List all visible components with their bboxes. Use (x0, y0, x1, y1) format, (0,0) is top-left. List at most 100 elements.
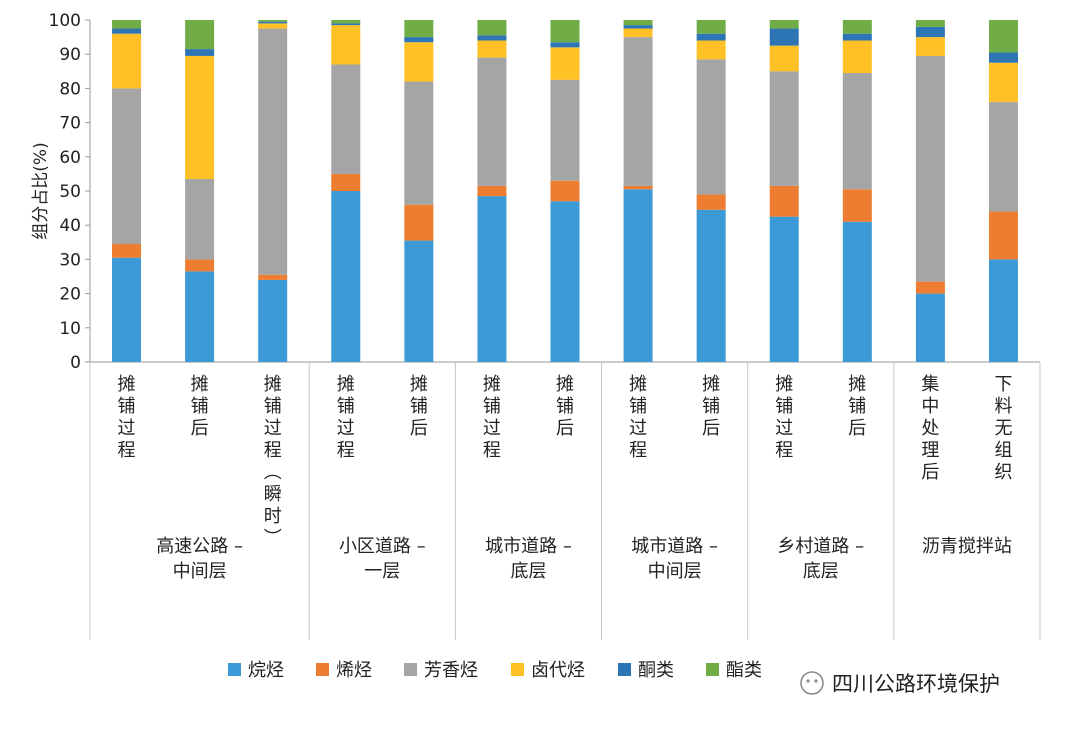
bar-segment-3 (769, 71, 799, 186)
bar-segment-6 (112, 20, 142, 29)
y-tick-label: 70 (59, 114, 81, 134)
legend-label: 卤代烃 (531, 660, 585, 681)
category-label: 摊铺后 (556, 374, 574, 439)
bar-segment-1 (915, 293, 945, 362)
bar-segment-5 (404, 37, 434, 43)
y-tick-label: 100 (49, 11, 81, 31)
bar-segment-5 (477, 35, 507, 41)
bar-segment-6 (696, 20, 726, 34)
bar-segment-6 (477, 20, 507, 36)
y-tick-label: 20 (59, 285, 81, 305)
bar-segment-1 (185, 271, 215, 362)
group-label: 高速公路 – (156, 536, 243, 557)
bar-segment-3 (550, 79, 580, 181)
bar-segment-4 (331, 25, 361, 65)
bar-segment-4 (696, 40, 726, 60)
category-label: 摊铺过程 (775, 374, 793, 461)
bar-segment-3 (258, 28, 288, 275)
bar-segment-6 (842, 20, 872, 34)
y-tick-label: 50 (59, 182, 81, 202)
wechat-logo-eye-icon (806, 679, 810, 683)
wechat-logo-eye-icon (814, 679, 818, 683)
bar-segment-1 (696, 209, 726, 362)
bar-segment-2 (988, 211, 1018, 260)
bar-segment-1 (112, 257, 142, 362)
bar-segment-2 (623, 185, 653, 190)
category-label: 摊铺后 (191, 374, 209, 439)
legend-label: 酯类 (726, 660, 762, 681)
bar-segment-1 (842, 221, 872, 362)
bar-segment-2 (769, 185, 799, 217)
bar-segment-6 (258, 20, 288, 22)
category-label: 摊铺过程 (337, 374, 355, 461)
legend-swatch-4 (511, 663, 524, 676)
bar-segment-4 (404, 42, 434, 82)
category-label: 摊铺过程︵瞬时︶ (264, 374, 282, 549)
bar-segment-1 (258, 279, 288, 362)
bar-segment-2 (842, 189, 872, 222)
bar-segment-2 (112, 244, 142, 258)
y-tick-label: 80 (59, 79, 81, 99)
bar-segment-6 (988, 20, 1018, 53)
legend-swatch-6 (706, 663, 719, 676)
bar-segment-3 (404, 81, 434, 205)
legend-label: 酮类 (638, 660, 674, 681)
legend-swatch-3 (404, 663, 417, 676)
bar-segment-4 (842, 40, 872, 74)
bar-segment-5 (842, 33, 872, 41)
y-tick-label: 10 (59, 319, 81, 339)
bar-segment-3 (112, 88, 142, 245)
bar-segment-5 (623, 25, 653, 29)
bar-segment-4 (915, 37, 945, 56)
group-label: 中间层 (173, 561, 227, 582)
category-label: 集中处理后 (921, 374, 939, 483)
bar-segment-4 (623, 28, 653, 38)
group-label: 中间层 (648, 561, 702, 582)
bar-segment-4 (550, 47, 580, 80)
bar-segment-2 (331, 173, 361, 191)
group-label: 城市道路 – (485, 536, 572, 557)
y-tick-label: 60 (59, 148, 81, 168)
bar-segment-2 (404, 204, 434, 241)
bar-segment-2 (477, 185, 507, 197)
legend-label: 烯烃 (336, 660, 372, 681)
legend-swatch-1 (228, 663, 241, 676)
bar-segment-5 (696, 33, 726, 41)
bar-segment-3 (623, 37, 653, 186)
bar-segment-5 (185, 49, 215, 56)
bar-segment-6 (915, 20, 945, 27)
bar-segment-6 (623, 20, 653, 26)
bar-segment-4 (258, 23, 288, 29)
bar-segment-3 (915, 55, 945, 282)
bar-segment-1 (477, 196, 507, 362)
bar-segment-1 (769, 216, 799, 362)
category-label: 摊铺过程 (483, 374, 501, 461)
bar-segment-4 (988, 62, 1018, 103)
group-label: 小区道路 – (339, 536, 426, 557)
legend-label: 烷烃 (248, 660, 284, 681)
bar-segment-5 (915, 26, 945, 38)
category-label: 摊铺后 (410, 374, 428, 439)
bar-segment-1 (404, 240, 434, 362)
watermark-text: 四川公路环境保护 (832, 672, 1000, 696)
group-label: 乡村道路 – (777, 536, 864, 557)
y-tick-label: 90 (59, 45, 81, 65)
y-tick-label: 30 (59, 250, 81, 270)
category-label: 下料无组织 (994, 374, 1012, 483)
legend-swatch-5 (618, 663, 631, 676)
bar-segment-2 (696, 194, 726, 210)
bar-segment-5 (769, 28, 799, 46)
group-label: 底层 (803, 561, 839, 582)
bar-segment-2 (550, 180, 580, 202)
bar-segment-4 (769, 45, 799, 72)
bar-segment-4 (185, 55, 215, 180)
bar-segment-3 (988, 102, 1018, 212)
y-tick-label: 40 (59, 216, 81, 236)
bar-segment-6 (331, 20, 361, 24)
y-axis-title: 组分占比(%) (31, 142, 51, 239)
bar-segment-1 (550, 201, 580, 362)
bar-segment-1 (623, 189, 653, 362)
y-tick-label: 0 (70, 353, 81, 373)
bar-segment-1 (331, 191, 361, 362)
